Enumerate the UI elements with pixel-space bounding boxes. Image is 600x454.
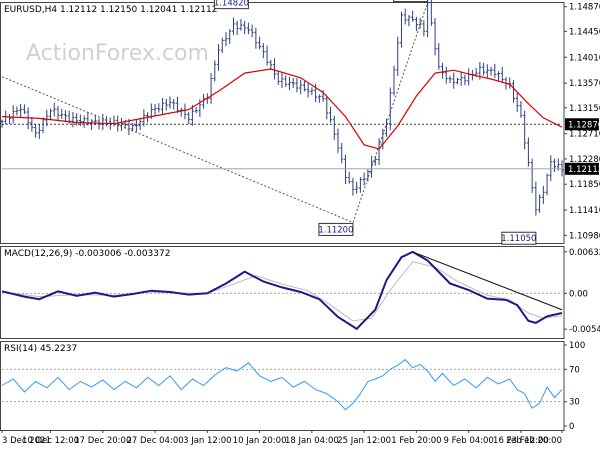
moving-average-line (1, 68, 563, 150)
annotation-label: 1.14940 (393, 0, 428, 2)
y-tick-label: 1.10980 (569, 231, 600, 241)
x-tick-label: 3 Dec 2021 (2, 436, 51, 446)
x-tick-label: 1 Feb 20:00 (391, 436, 441, 446)
y-tick-label: 1.11410 (569, 206, 600, 216)
macd-signal-line (1, 261, 563, 322)
y-tick-label: 1.14870 (569, 3, 600, 13)
x-tick-label: 23 Feb 20:00 (506, 436, 562, 446)
y-tick-label: 1.12280 (569, 155, 600, 165)
x-tick-label: 10 Jan 20:00 (233, 436, 287, 446)
panel-frame-2 (0, 341, 565, 431)
rsi-y-tick-label: 70 (569, 365, 580, 375)
x-tick-label: 16 Feb 12:00 (493, 436, 549, 446)
y-tick-label: 1.13570 (569, 79, 600, 89)
price-trendline-1 (352, 2, 429, 223)
price-trendline-0 (1, 76, 354, 223)
rsi-line (1, 358, 563, 411)
level-badge (565, 118, 599, 131)
rsi-y-tick-label: 100 (569, 341, 585, 351)
annotation-box (501, 231, 537, 245)
macd-y-tick-label: -0.005455 (569, 325, 600, 335)
annotation-label: 1.11050 (501, 234, 536, 244)
chart-title: EURUSD,H4 1.12112 1.12150 1.12041 1.1211… (4, 5, 217, 15)
rsi-y-tick-label: 0 (569, 422, 574, 432)
panel-frame-1 (0, 246, 565, 339)
rsi-title: RSI(14) 45.2237 (4, 344, 77, 354)
macd-line (1, 250, 563, 331)
annotation-label: 1.11200 (318, 225, 353, 235)
price-bars (0, 0, 564, 216)
x-tick-label: 9 Feb 04:00 (443, 436, 493, 446)
annotation-box (213, 0, 249, 10)
x-tick-label: 17 Dec 20:00 (74, 436, 131, 446)
y-tick-label: 1.11850 (569, 180, 600, 190)
panel-frame-0 (0, 2, 565, 244)
current-price-badge (565, 162, 599, 175)
y-tick-label: 1.12710 (569, 130, 600, 140)
badge-label: 1.12870 (568, 120, 600, 130)
badge-label: 1.12112 (568, 165, 600, 175)
y-tick-label: 1.14450 (569, 27, 600, 37)
y-tick-label: 1.13150 (569, 104, 600, 114)
macd-y-tick-label: 0.00 (569, 289, 588, 299)
x-tick-label: 18 Jan 04:00 (285, 436, 339, 446)
x-tick-label: 10 Dec 12:00 (22, 436, 79, 446)
y-tick-label: 1.14010 (569, 53, 600, 63)
x-tick-label: 25 Jan 12:00 (337, 436, 391, 446)
annotation-box (393, 0, 429, 3)
annotation-box (318, 222, 354, 236)
annotation-label: 1.14820 (214, 0, 249, 9)
macd-trendline-0 (412, 251, 563, 311)
x-tick-label: 27 Dec 04:00 (126, 436, 183, 446)
rsi-y-tick-label: 30 (569, 398, 580, 408)
x-tick-label: 3 Jan 12:00 (183, 436, 231, 446)
macd-title: MACD(12,26,9) -0.003006 -0.003372 (4, 249, 170, 259)
watermark: ActionForex.com (26, 41, 209, 66)
macd-y-tick-label: 0.00632 (569, 248, 600, 258)
